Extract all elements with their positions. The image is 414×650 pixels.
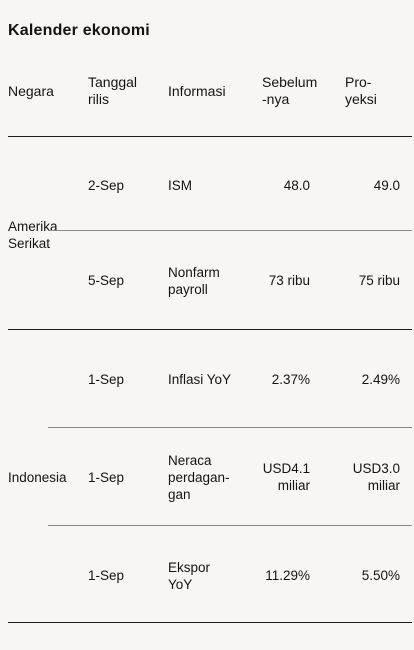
info-cell: ISM	[168, 178, 193, 193]
previous-cell: 2.37%	[271, 372, 310, 387]
row-divider	[48, 427, 412, 428]
release-date-cell: 2-Sep	[88, 178, 125, 193]
country-label: Indonesia	[8, 470, 67, 485]
previous-cell: 11.29%	[265, 568, 310, 583]
row-divider	[48, 525, 412, 526]
header-divider	[8, 136, 412, 137]
release-date-cell: 1-Sep	[88, 372, 125, 387]
info-cell: Nonfarm payroll	[168, 265, 220, 297]
previous-cell: 48.0	[283, 178, 310, 193]
previous-cell: 73 ribu	[268, 273, 310, 288]
projection-cell: 75 ribu	[358, 273, 400, 288]
info-cell: Inflasi YoY	[168, 372, 232, 387]
projection-cell: 2.49%	[361, 372, 400, 387]
country-label: Amerika Serikat	[8, 219, 58, 251]
header-release-date: Tanggal rilis	[88, 74, 138, 107]
info-cell: Ekspor YoY	[168, 560, 211, 592]
info-cell: Neraca perdagan- gan	[168, 453, 230, 502]
row-divider	[48, 230, 412, 231]
page-title: Kalender ekonomi	[8, 22, 150, 39]
header-previous: Sebelum -nya	[262, 74, 318, 107]
release-date-cell: 5-Sep	[88, 273, 125, 288]
header-info: Informasi	[168, 83, 226, 99]
projection-cell: 49.0	[373, 178, 400, 193]
table-bottom-divider	[8, 622, 412, 623]
projection-cell: USD3.0 miliar	[352, 461, 400, 493]
header-projection: Pro- yeksi	[345, 74, 377, 107]
release-date-cell: 1-Sep	[88, 470, 125, 485]
group-divider	[8, 329, 412, 330]
previous-cell: USD4.1 miliar	[262, 461, 310, 493]
projection-cell: 5.50%	[361, 568, 400, 583]
header-country: Negara	[8, 83, 54, 99]
release-date-cell: 1-Sep	[88, 568, 125, 583]
